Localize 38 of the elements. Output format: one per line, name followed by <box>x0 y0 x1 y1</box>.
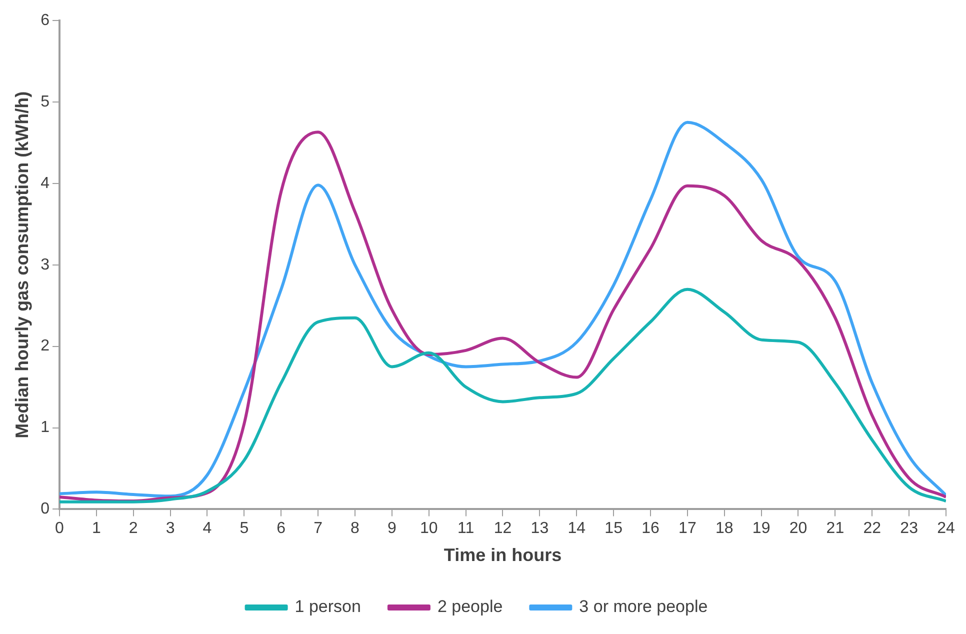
legend-label: 2 people <box>437 597 503 616</box>
x-tick-label: 18 <box>715 520 734 538</box>
y-tick-label: 3 <box>40 256 50 274</box>
y-tick-label: 0 <box>40 500 50 518</box>
x-tick-label: 22 <box>863 520 882 538</box>
x-tick-label: 6 <box>276 520 286 538</box>
x-tick-label: 14 <box>568 520 586 538</box>
x-tick-label: 12 <box>494 520 512 538</box>
x-tick-label: 24 <box>937 520 955 538</box>
x-axis-title: Time in hours <box>444 545 562 566</box>
x-tick-label: 1 <box>92 520 101 538</box>
x-tick-label: 15 <box>604 520 623 538</box>
y-tick-label: 6 <box>40 12 50 30</box>
x-tick-label: 21 <box>826 520 844 538</box>
x-tick-label: 16 <box>642 520 660 538</box>
x-tick-label: 7 <box>314 520 323 538</box>
legend-label: 3 or more people <box>579 597 708 616</box>
y-axis-title: Median hourly gas consumption (kWh/h) <box>12 91 32 438</box>
x-tick-label: 17 <box>678 520 696 538</box>
x-tick-label: 8 <box>350 520 360 538</box>
x-tick-label: 13 <box>530 520 549 538</box>
x-tick-label: 4 <box>202 520 212 538</box>
x-tick-label: 10 <box>420 520 438 538</box>
x-tick-label: 5 <box>240 520 249 538</box>
line-series <box>60 288 946 504</box>
x-tick-label: 0 <box>55 520 64 538</box>
legend-label: 1 person <box>294 597 361 616</box>
x-tick-label: 23 <box>900 520 918 538</box>
y-tick-label: 1 <box>40 419 50 436</box>
x-tick-label: 11 <box>458 520 474 538</box>
y-tick-label: 5 <box>40 93 50 110</box>
x-tick-label: 3 <box>166 520 175 538</box>
x-tick-label: 20 <box>789 520 808 538</box>
y-tick-label: 2 <box>40 338 50 355</box>
x-tick-label: 9 <box>387 520 396 538</box>
x-tick-label: 19 <box>752 520 770 538</box>
x-tick-label: 2 <box>128 520 138 538</box>
y-tick-label: 4 <box>40 174 50 192</box>
